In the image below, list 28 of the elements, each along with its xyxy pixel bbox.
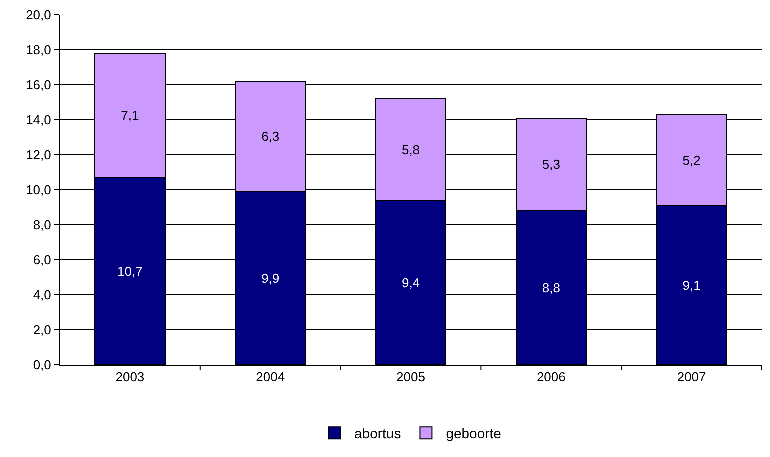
data-label: 10,7: [118, 264, 143, 279]
y-tick-label: 4,0: [33, 288, 52, 303]
data-label: 9,1: [682, 278, 701, 293]
x-tick-label: 2003: [116, 370, 145, 385]
y-tick-label: 2,0: [33, 322, 52, 338]
legend-label: abortus: [354, 426, 402, 442]
x-tick-label: 2004: [256, 370, 286, 385]
y-tick-label: 0,0: [33, 358, 52, 373]
data-label: 6,3: [262, 129, 280, 144]
y-tick-label: 8,0: [33, 218, 52, 233]
data-label: 9,4: [402, 275, 420, 290]
data-label: 7,1: [121, 108, 140, 124]
y-tick-label: 10,0: [26, 182, 52, 198]
data-label: 5,8: [402, 142, 420, 158]
data-label: 8,8: [542, 280, 560, 296]
x-tick-label: 2006: [536, 370, 566, 385]
y-tick-label: 6,0: [33, 252, 52, 268]
data-label: 5,3: [542, 157, 560, 172]
legend-label: geboorte: [446, 426, 502, 442]
x-tick-label: 2005: [396, 370, 426, 385]
data-label: 9,9: [262, 270, 280, 286]
y-tick-label: 18,0: [26, 42, 52, 58]
data-label: 5,2: [682, 152, 701, 168]
x-tick-label: 2007: [677, 370, 706, 385]
y-tick-label: 20,0: [26, 8, 52, 23]
y-tick-label: 14,0: [26, 112, 52, 128]
y-tick-label: 12,0: [26, 148, 52, 163]
y-tick-label: 16,0: [26, 78, 52, 93]
